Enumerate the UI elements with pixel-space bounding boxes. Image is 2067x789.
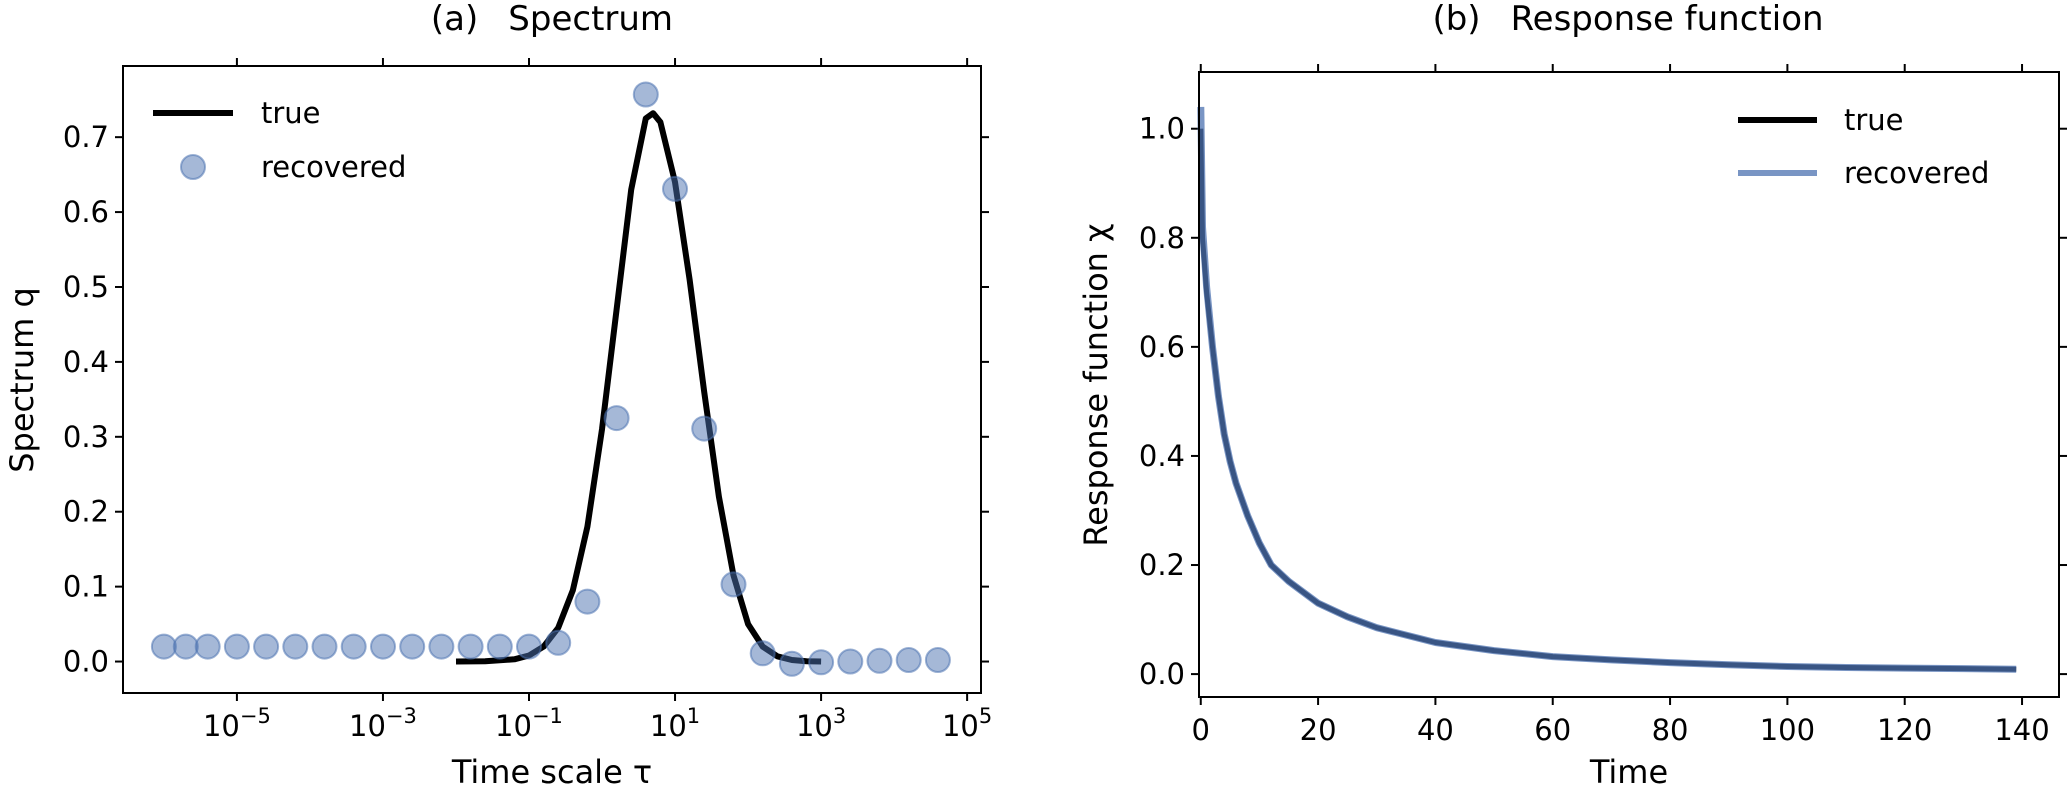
recovered-point: [253, 633, 280, 660]
x-tick-label: 0: [1192, 713, 1210, 747]
recovered-point: [545, 629, 572, 656]
true-response-line: [1198, 128, 2017, 672]
y-tick-label: 0.6: [63, 195, 109, 229]
recovered-point: [691, 415, 718, 442]
y-tick-label: 0.1: [63, 570, 109, 604]
panel-a-frame: [122, 65, 982, 694]
recovered-point: [194, 633, 221, 660]
x-tick-label: 10−5: [203, 704, 271, 743]
recovered-point: [866, 647, 893, 674]
y-tick-label: 0.2: [63, 495, 109, 529]
panel-b-legend: true recovered: [1738, 103, 1989, 190]
recovered-point: [223, 633, 250, 660]
true-spectrum-line: [455, 110, 822, 665]
panel-a-xlabel: Time scale τ: [451, 753, 652, 789]
recovered-point: [150, 633, 177, 660]
legend-recovered-marker-swatch: [180, 154, 206, 180]
panel-a-title-text: Spectrum: [508, 0, 673, 39]
y-tick-label: 0.6: [1139, 330, 1185, 364]
recovered-point: [399, 633, 426, 660]
legend-recovered-label: recovered: [261, 150, 406, 184]
panel-a: (a) Spectrum 10−5 10−3 10−1 101 103 105 0.0 0.1 0…: [3, 0, 992, 789]
y-tick-label: 0.3: [63, 420, 109, 454]
recovered-point: [457, 633, 484, 660]
recovered-point: [172, 633, 199, 660]
y-tick-label: 0.0: [1139, 657, 1185, 691]
x-tick-label: 10−1: [495, 704, 563, 743]
x-tick-label: 105: [942, 704, 992, 743]
x-tick-label: 140: [1994, 713, 2049, 747]
recovered-point: [282, 633, 309, 660]
panel-b-ylabel: Response function χ: [1077, 223, 1115, 546]
panel-a-legend: true recovered: [153, 96, 406, 184]
x-tick-label: 100: [1760, 713, 1815, 747]
x-tick-label: 60: [1534, 713, 1571, 747]
panel-b-label: (b): [1432, 0, 1480, 39]
recovered-point: [428, 633, 455, 660]
y-tick-label: 0.2: [1139, 548, 1185, 582]
recovered-point: [516, 633, 542, 660]
recovered-point: [778, 650, 805, 677]
panel-b-ticks: 0 20 40 60 80 100 120 140 0.0 0.2 0.4 0.6 0.8 1.0: [1139, 64, 2067, 747]
panel-b-frame: [1198, 71, 2060, 698]
y-tick-label: 0.7: [63, 120, 109, 154]
recovered-point: [662, 175, 688, 202]
legend-true-label: true: [1844, 103, 1904, 137]
y-tick-label: 0.8: [1139, 221, 1185, 255]
panel-b-title-text: Response function: [1511, 0, 1824, 39]
panel-a-ylabel: Spectrum q: [3, 287, 41, 473]
recovered-point: [486, 633, 513, 660]
recovered-point: [749, 640, 776, 667]
panel-a-label: (a): [431, 0, 478, 39]
x-tick-label: 10−3: [349, 704, 417, 743]
recovered-point: [720, 571, 747, 598]
recovered-point: [603, 405, 630, 432]
recovered-point: [574, 588, 601, 615]
recovered-point: [340, 633, 367, 660]
y-tick-label: 0.4: [63, 345, 109, 379]
x-tick-label: 40: [1417, 713, 1454, 747]
panel-a-ticks: 10−5 10−3 10−1 101 103 105 0.0 0.1 0.2 0.3 0.4 0.5 0…: [63, 58, 992, 743]
x-tick-label: 80: [1652, 713, 1689, 747]
legend-true-label: true: [261, 96, 321, 130]
panel-b-title: (b) Response function: [1432, 0, 1823, 39]
recovered-point: [808, 649, 835, 676]
y-tick-label: 0.0: [63, 645, 109, 679]
y-tick-label: 0.4: [1139, 439, 1185, 473]
panel-a-title: (a) Spectrum: [431, 0, 673, 39]
legend-recovered-label: recovered: [1844, 156, 1989, 190]
recovered-point: [895, 647, 922, 673]
y-tick-label: 1.0: [1139, 112, 1185, 146]
panel-b-xlabel: Time: [1589, 753, 1668, 789]
x-tick-label: 101: [650, 704, 700, 743]
y-tick-label: 0.5: [63, 270, 109, 304]
panel-a-plot-area: [150, 81, 951, 677]
x-tick-label: 103: [796, 704, 846, 743]
panel-b: (b) Response function 0 20 40 60 80 100 120 1400…: [1077, 0, 2067, 789]
recovered-point: [924, 647, 951, 673]
x-tick-label: 20: [1300, 713, 1337, 747]
x-tick-label: 120: [1877, 713, 1932, 747]
recovered-point: [370, 633, 396, 660]
panel-b-plot-area: [1197, 106, 2017, 673]
recovered-point: [632, 81, 659, 108]
recovered-point: [837, 648, 864, 675]
recovered-response-line: [1197, 106, 2017, 673]
recovered-point: [311, 633, 338, 660]
